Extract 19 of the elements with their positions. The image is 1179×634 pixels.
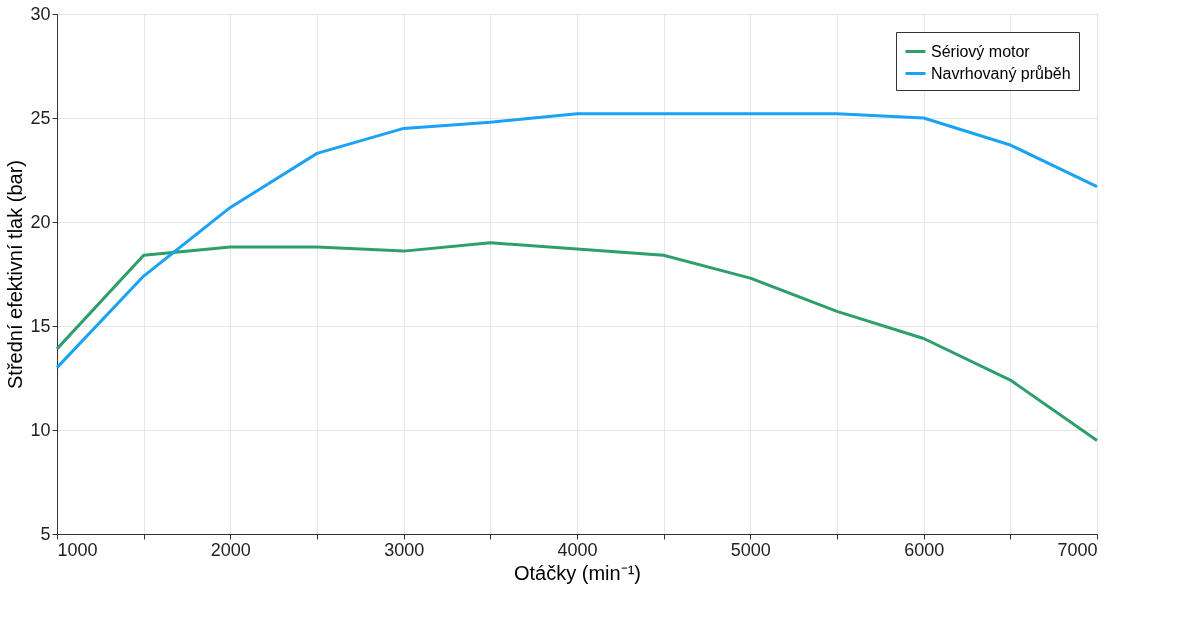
- y-tick-label: 20: [30, 211, 51, 232]
- legend-label: Sériový motor: [931, 42, 1031, 60]
- x-tick-label: 4000: [557, 539, 598, 560]
- y-tick-label: 5: [40, 523, 51, 544]
- y-tick-label: 25: [30, 107, 51, 128]
- x-tick-label: 1000: [57, 539, 98, 560]
- line-series: [55, 112, 1099, 370]
- line-series: [55, 241, 1099, 442]
- y-tick-label: 30: [30, 3, 51, 24]
- legend-label: Navrhovaný průběh: [931, 64, 1071, 82]
- x-axis-title: Otáčky (min⁻¹): [514, 561, 641, 584]
- y-tick-label: 15: [30, 315, 51, 336]
- x-tick-label: 5000: [730, 539, 771, 560]
- x-tick-label: 3000: [384, 539, 425, 560]
- y-axis-title: Střední efektivní tlak (bar): [4, 160, 27, 389]
- y-tick-label: 10: [30, 419, 51, 440]
- x-tick-label: 7000: [1057, 539, 1098, 560]
- x-tick-label: 6000: [904, 539, 945, 560]
- x-tick-label: 2000: [210, 539, 251, 560]
